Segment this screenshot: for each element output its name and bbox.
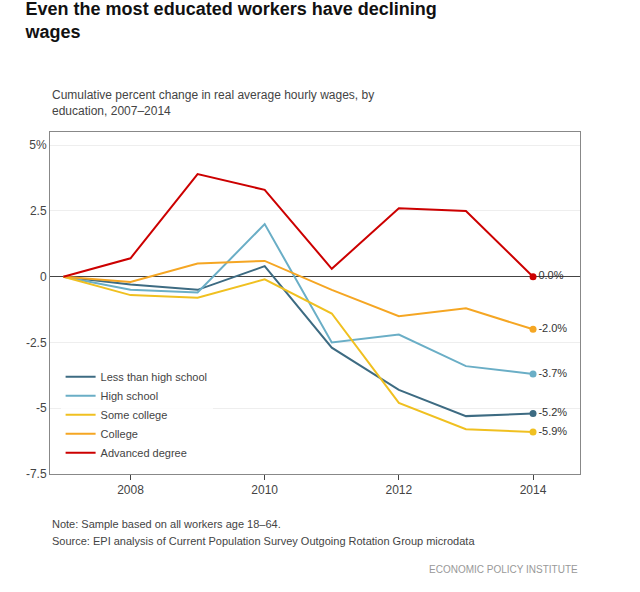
svg-text:2008: 2008 <box>117 483 144 497</box>
svg-text:0.0%: 0.0% <box>538 269 563 281</box>
svg-text:-2.5: -2.5 <box>26 336 47 350</box>
svg-text:Some college: Some college <box>101 409 168 421</box>
svg-text:-7.5: -7.5 <box>26 467 47 481</box>
svg-text:2014: 2014 <box>520 483 547 497</box>
svg-text:Less than high school: Less than high school <box>101 371 207 383</box>
svg-text:Cumulative percent change in r: Cumulative percent change in real averag… <box>52 88 374 118</box>
svg-text:-5: -5 <box>36 401 47 415</box>
svg-text:High school: High school <box>101 390 158 402</box>
svg-text:0: 0 <box>40 270 47 284</box>
svg-text:Note: Sample based on all work: Note: Sample based on all workers age 18… <box>52 518 281 530</box>
svg-text:Advanced degree: Advanced degree <box>101 447 187 459</box>
svg-text:ECONOMIC POLICY INSTITUTE: ECONOMIC POLICY INSTITUTE <box>429 564 578 575</box>
svg-text:2010: 2010 <box>251 483 278 497</box>
svg-text:5%: 5% <box>29 138 47 152</box>
svg-text:-5.2%: -5.2% <box>538 406 567 418</box>
svg-text:2.5: 2.5 <box>30 204 47 218</box>
svg-text:Even the most educated workers: Even the most educated workers have decl… <box>25 0 437 42</box>
svg-text:-2.0%: -2.0% <box>538 322 567 334</box>
svg-text:-3.7%: -3.7% <box>538 367 567 379</box>
svg-text:-5.9%: -5.9% <box>538 425 567 437</box>
svg-text:College: College <box>101 428 138 440</box>
svg-text:Source: EPI analysis of Curren: Source: EPI analysis of Current Populati… <box>52 535 475 547</box>
svg-text:2012: 2012 <box>386 483 413 497</box>
